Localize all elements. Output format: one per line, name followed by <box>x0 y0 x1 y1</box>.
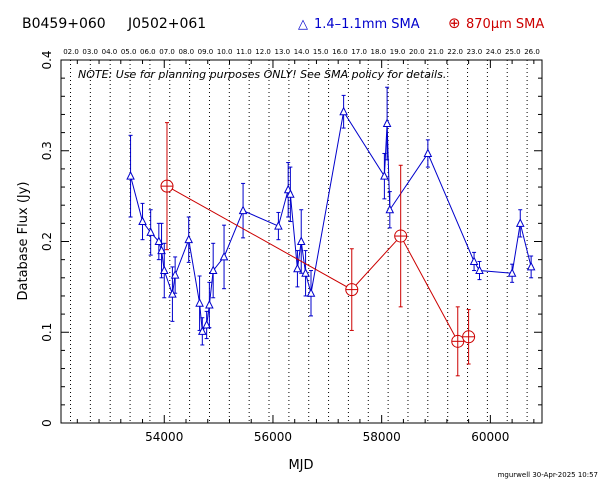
series-0 <box>126 86 536 346</box>
data-point <box>423 148 433 157</box>
data-point <box>382 118 392 128</box>
top-label-7: 09.0 <box>198 48 214 56</box>
series-line-0 <box>130 110 532 333</box>
top-label-22: 24.0 <box>486 48 502 56</box>
legend-label-870: 870μm SMA <box>466 17 544 32</box>
data-point <box>475 265 484 275</box>
y-tick-label-2: 0.2 <box>40 232 54 251</box>
legend-symbol-circle-plus: ⊕ <box>448 14 461 32</box>
top-label-16: 18.0 <box>371 48 387 56</box>
data-point <box>526 261 536 271</box>
y-tick-label-1: 0.1 <box>40 323 54 342</box>
top-label-0: 02.0 <box>63 48 79 56</box>
x-tick-label-0: 54000 <box>145 430 183 444</box>
x-axis-label: MJD <box>288 458 313 473</box>
data-point <box>451 334 465 348</box>
x-tick-label-1: 56000 <box>254 430 292 444</box>
data-point <box>160 179 174 193</box>
note-text: NOTE: Use for planning purposes ONLY! Se… <box>78 68 446 81</box>
data-point <box>306 288 316 297</box>
year-gridlines <box>70 60 528 423</box>
y-axis-label: Database Flux (Jy) <box>16 182 31 301</box>
data-point <box>380 171 389 180</box>
data-point <box>286 189 295 198</box>
top-label-5: 07.0 <box>159 48 175 56</box>
top-label-24: 26.0 <box>524 48 540 56</box>
data-point <box>198 326 207 335</box>
top-label-10: 12.0 <box>255 48 271 56</box>
x-tick-label-2: 58000 <box>363 430 401 444</box>
top-label-2: 04.0 <box>102 48 118 56</box>
data-point <box>345 283 359 297</box>
data-point <box>146 227 155 236</box>
series-1 <box>160 122 476 377</box>
data-point <box>238 205 248 215</box>
top-label-23: 25.0 <box>505 48 521 56</box>
top-label-8: 10.0 <box>217 48 233 56</box>
y-axis-ticks: 0 0.1 0.2 0.3 0.4 <box>40 50 542 427</box>
data-point <box>394 229 408 243</box>
x-axis-ticks: 54000 56000 58000 60000 <box>76 60 535 444</box>
data-point <box>205 299 214 309</box>
data-point <box>293 263 302 273</box>
data-point <box>170 269 180 279</box>
data-point <box>462 330 476 344</box>
top-label-18: 20.0 <box>409 48 425 56</box>
data-point <box>159 265 169 275</box>
y-tick-label-4: 0.4 <box>40 50 54 69</box>
top-label-15: 17.0 <box>351 48 367 56</box>
footer-credit: mgurwell 30-Apr-2025 10:57 <box>498 471 598 479</box>
top-label-1: 03.0 <box>82 48 98 56</box>
data-series <box>126 86 536 377</box>
data-point <box>469 256 479 265</box>
data-point <box>515 218 525 227</box>
x-tick-label-3: 60000 <box>471 430 509 444</box>
top-label-11: 13.0 <box>274 48 290 56</box>
data-point <box>208 265 218 275</box>
top-label-12: 14.0 <box>294 48 310 56</box>
top-label-6: 08.0 <box>178 48 194 56</box>
top-label-19: 21.0 <box>428 48 444 56</box>
top-label-9: 11.0 <box>236 48 252 56</box>
data-point <box>274 220 283 230</box>
data-point <box>138 216 147 226</box>
y-tick-label-0: 0 <box>40 419 54 427</box>
legend-symbol-triangle: △ <box>298 17 308 32</box>
top-label-21: 23.0 <box>467 48 483 56</box>
top-label-13: 15.0 <box>313 48 329 56</box>
top-label-20: 22.0 <box>447 48 463 56</box>
data-point <box>507 268 517 277</box>
source-name-2: J0502+061 <box>127 16 206 32</box>
y-tick-label-3: 0.3 <box>40 141 54 160</box>
top-label-14: 16.0 <box>332 48 348 56</box>
source-name-1: B0459+060 <box>22 16 106 32</box>
data-point <box>154 236 164 245</box>
top-label-3: 05.0 <box>121 48 137 56</box>
data-point <box>195 298 204 307</box>
data-point <box>126 171 135 180</box>
series-line-1 <box>166 185 469 342</box>
data-point <box>339 106 348 116</box>
data-point <box>301 268 310 277</box>
data-point <box>296 236 306 245</box>
top-label-17: 19.0 <box>390 48 406 56</box>
top-axis-year-labels: 02.0 03.0 04.0 05.0 06.0 07.0 08.0 09.0 10.0 11.0… <box>63 48 540 56</box>
data-point <box>219 251 229 261</box>
legend-label-mm: 1.4–1.1mm SMA <box>314 17 420 32</box>
top-label-4: 06.0 <box>140 48 156 56</box>
data-point <box>157 245 166 255</box>
data-point <box>385 204 395 214</box>
data-point <box>202 319 211 329</box>
data-point <box>184 234 194 244</box>
